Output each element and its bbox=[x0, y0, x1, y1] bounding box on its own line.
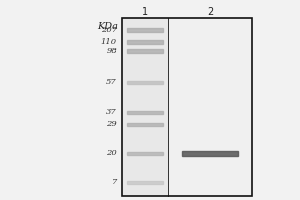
Bar bbox=[127, 80, 163, 84]
Bar bbox=[127, 122, 163, 126]
Bar bbox=[127, 40, 163, 44]
Text: 7: 7 bbox=[112, 178, 117, 186]
Text: 20: 20 bbox=[106, 149, 117, 157]
Text: 29: 29 bbox=[106, 120, 117, 128]
Text: KDa: KDa bbox=[97, 22, 118, 31]
Bar bbox=[127, 152, 163, 154]
Bar bbox=[127, 49, 163, 53]
Bar bbox=[168, 18, 252, 196]
Bar bbox=[182, 150, 238, 156]
Text: 1: 1 bbox=[142, 7, 148, 17]
Bar bbox=[122, 18, 252, 196]
Text: 98: 98 bbox=[106, 47, 117, 55]
Bar bbox=[127, 180, 163, 184]
Bar bbox=[122, 18, 168, 196]
Text: 57: 57 bbox=[106, 78, 117, 86]
Text: 110: 110 bbox=[101, 38, 117, 46]
Text: 37: 37 bbox=[106, 108, 117, 116]
Text: 207: 207 bbox=[101, 26, 117, 34]
Bar bbox=[127, 110, 163, 114]
Text: 2: 2 bbox=[207, 7, 213, 17]
Bar bbox=[127, 28, 163, 32]
